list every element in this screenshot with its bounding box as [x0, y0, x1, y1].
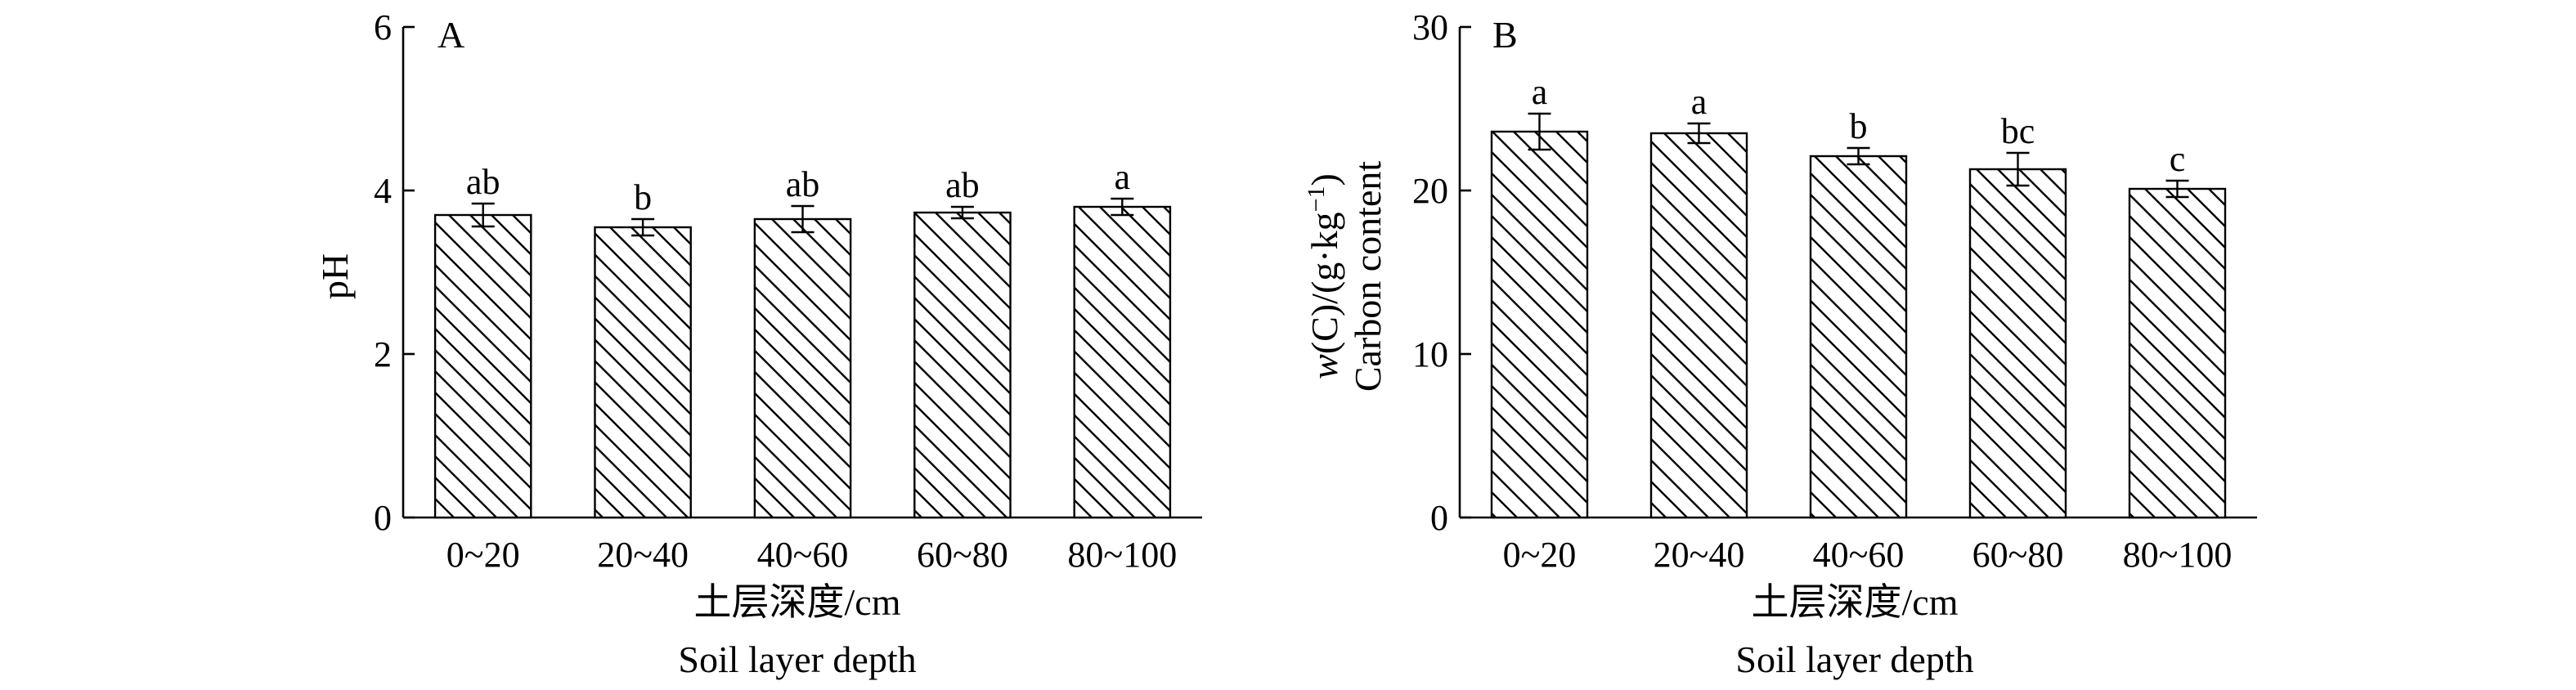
- panel-a-y-tick-label: 6: [374, 7, 392, 47]
- panel-a-label: A: [438, 14, 464, 56]
- panel-b-bar: [1649, 132, 1748, 519]
- panel-b-y-axis-title-unit: (C)/(g·kg: [1304, 212, 1345, 354]
- panel-a-significance-label: ab: [786, 164, 820, 204]
- panel-a: A 0246ab0~20b20~40ab40~60ab60~80a80~100 …: [314, 7, 1202, 680]
- panel-b-x-tick-label: 20~40: [1654, 535, 1745, 575]
- panel-b-y-tick-label: 30: [1412, 7, 1448, 47]
- panel-a-y-tick-label: 0: [374, 498, 392, 538]
- panel-a-bar: [1073, 205, 1172, 519]
- panel-b-y-axis-title-close: ): [1304, 173, 1345, 186]
- panel-b-significance-label: c: [2170, 139, 2186, 179]
- panel-a-x-tick-label: 60~80: [917, 535, 1008, 575]
- panel-b-bar: [2128, 187, 2227, 519]
- panel-b-significance-label: a: [1532, 72, 1548, 112]
- panel-b-significance-label: b: [1850, 106, 1868, 146]
- panel-a-y-tick-label: 4: [374, 171, 392, 211]
- panel-b-bar: [1968, 168, 2067, 519]
- panel-b-bar: [1809, 155, 1908, 519]
- panel-b: B 0 10 20 30 a 0~20 a 20~40 b 40~60 bc 60~80 c 80~100…: [1303, 7, 2257, 680]
- panel-b-x-axis-title-cn: 土层深度/cm: [1752, 581, 1959, 623]
- panel-b-x-tick-label: 80~100: [2123, 535, 2233, 575]
- panel-b-x-tick-label: 40~60: [1813, 535, 1905, 575]
- panel-b-y-tick-label: 20: [1412, 171, 1448, 211]
- panel-b-bar: [1490, 130, 1589, 519]
- panel-a-x-axis-title-cn: 土层深度/cm: [694, 581, 901, 623]
- panel-b-y-axis-title-superscript: −1: [1303, 186, 1330, 212]
- panel-a-x-tick-label: 80~100: [1067, 535, 1177, 575]
- panel-a-significance-label: ab: [466, 162, 500, 202]
- panel-b-y-axis-title-w: w: [1304, 354, 1345, 379]
- panel-a-bar: [913, 211, 1012, 519]
- panel-a-x-tick-label: 0~20: [447, 535, 520, 575]
- panel-a-plot-area: 0 2 4 6 ab 0~20 b 20~40 ab 40~60 ab 60~80 a 80~100: [374, 7, 1202, 575]
- panel-a-significance-label: b: [634, 177, 652, 217]
- panel-b-y-tick-label: 10: [1412, 334, 1448, 374]
- panel-b-significance-label: a: [1691, 82, 1708, 122]
- panel-a-x-tick-label: 20~40: [597, 535, 689, 575]
- panel-a-bar: [753, 217, 852, 519]
- panel-b-significance-label: bc: [2001, 111, 2035, 151]
- panel-b-x-axis-title-en: Soil layer depth: [1735, 638, 1973, 680]
- panel-b-y-tick-label: 0: [1430, 498, 1448, 538]
- panel-b-y-axis-title-line1: w(C)/(g·kg−1): [1303, 173, 1345, 379]
- panel-a-bar: [433, 213, 532, 519]
- panel-a-significance-label: a: [1115, 157, 1131, 197]
- panel-a-x-axis-title-en: Soil layer depth: [678, 638, 916, 680]
- panel-a-y-tick-label: 2: [374, 334, 392, 374]
- panel-b-x-tick-label: 0~20: [1503, 535, 1577, 575]
- panel-a-y-axis-title: pH: [314, 253, 356, 299]
- panel-b-label: B: [1492, 14, 1518, 56]
- panel-b-x-tick-label: 60~80: [1972, 535, 2064, 575]
- panel-b-y-axis-title-line2: Carbon content: [1347, 161, 1389, 392]
- panel-a-significance-label: ab: [945, 165, 980, 205]
- panel-b-plot-area: 0 10 20 30 a 0~20 a 20~40 b 40~60 bc 60~80 c 80~100: [1412, 7, 2257, 575]
- panel-a-x-tick-label: 40~60: [757, 535, 849, 575]
- panel-a-bar: [594, 226, 692, 519]
